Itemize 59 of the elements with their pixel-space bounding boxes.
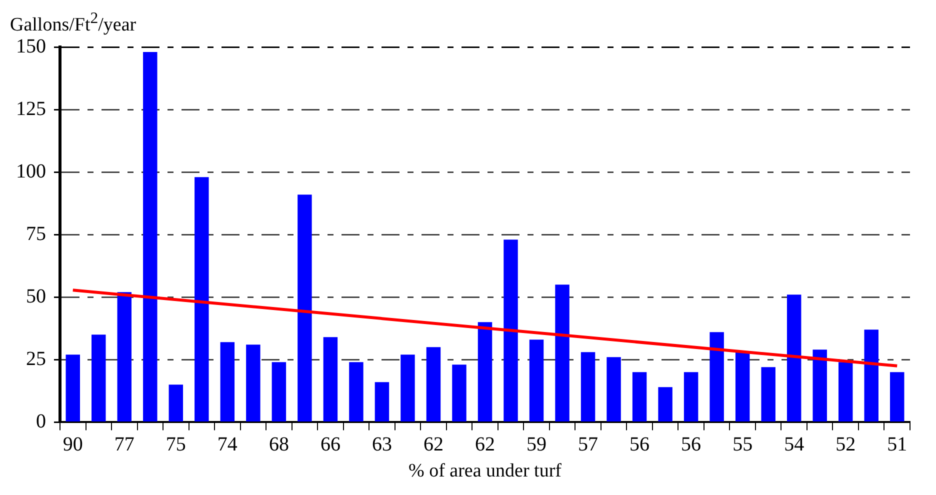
bar [298,194,312,422]
bar [426,347,441,422]
x-tick-label: 52 [836,433,856,456]
bar [710,332,724,422]
bar [220,342,235,422]
x-tick-label: 54 [784,433,804,456]
bar [246,344,260,422]
bar [117,292,132,422]
bar [786,294,802,422]
y-tick-label: 150 [16,35,46,58]
x-tick-label: 66 [320,433,340,456]
bar [606,357,621,422]
y-tick-label: 25 [26,348,46,370]
x-tick-label: 51 [887,433,908,456]
bar [555,284,570,422]
bar [761,367,776,422]
x-axis-title: % of area under turf [408,460,562,482]
y-axis-title: Gallons/Ft$^{2}$/year [10,10,136,36]
bar [143,52,158,422]
x-tick-label: 75 [166,433,186,456]
bar [374,382,390,422]
x-tick-label: 77 [114,433,134,456]
bar [632,372,647,422]
y-tick-label: 0 [36,410,46,432]
bar [890,372,904,422]
bar [838,362,853,422]
bar [658,387,672,422]
bar [452,364,466,422]
bar [349,362,364,422]
x-tick-label: 57 [578,433,598,456]
bar [864,330,878,422]
y-tick-label: 125 [16,98,46,120]
bar [812,350,827,422]
bar [66,354,80,422]
x-tick-label: 56 [630,433,650,456]
bar [478,322,492,422]
bar [92,334,106,422]
x-tick-label: 62 [475,433,495,456]
bar [400,354,415,422]
y-tick-label: 75 [26,222,46,245]
bar [504,240,518,422]
y-tick-label: 100 [16,160,46,182]
bar [194,177,209,422]
bar [735,352,750,422]
bar [168,384,184,422]
bar [272,362,286,422]
x-tick-label: 74 [217,433,238,456]
bar [684,372,698,422]
x-tick-label: 90 [62,433,83,456]
x-tick-label: 59 [526,433,547,456]
y-tick-label: 50 [26,285,46,308]
bar [529,340,544,422]
x-tick-label: 56 [681,433,702,456]
x-tick-label: 62 [423,433,444,456]
x-tick-label: 63 [372,433,392,456]
x-tick-label: 55 [732,433,753,456]
bar [323,337,338,422]
bar [580,352,596,422]
x-tick-label: 68 [268,433,289,456]
